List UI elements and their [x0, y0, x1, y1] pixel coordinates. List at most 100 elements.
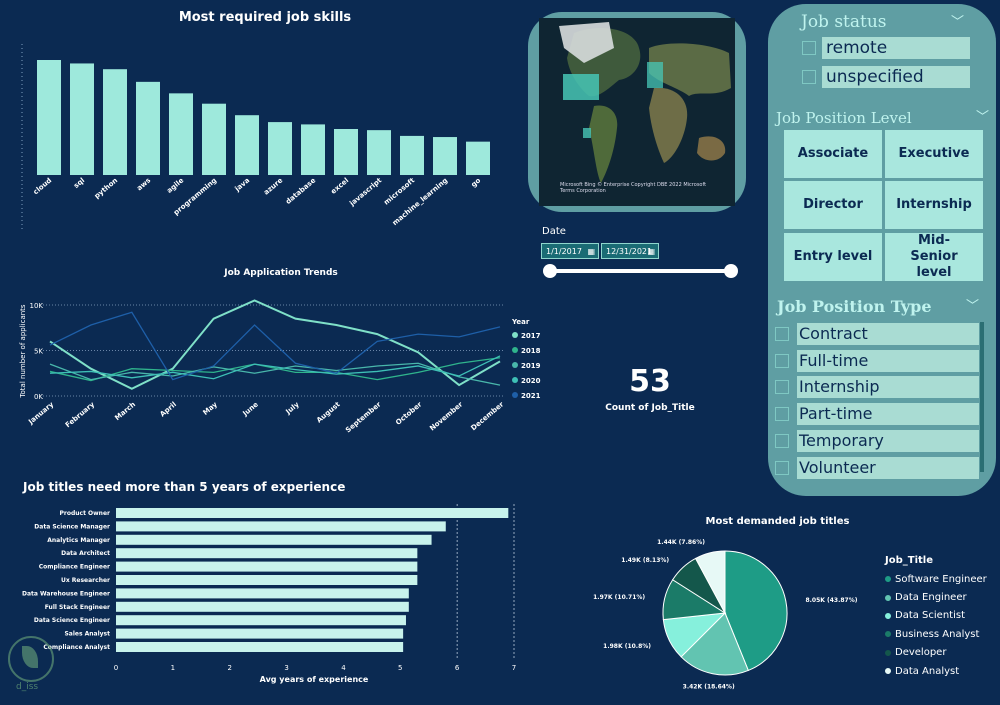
- x-tick-label: April: [159, 400, 178, 418]
- checkbox[interactable]: [775, 353, 789, 368]
- date-end-handle[interactable]: [724, 264, 738, 278]
- chevron-down-icon[interactable]: ﹀: [976, 110, 990, 125]
- date-slicer-label: Date: [542, 226, 566, 237]
- legend-marker: [885, 576, 891, 583]
- level-executive-button[interactable]: Executive: [885, 130, 983, 178]
- skills-chart-title: Most required job skills: [178, 10, 352, 25]
- legend-label: Data Scientist: [895, 610, 965, 622]
- experience-bar: [116, 521, 446, 532]
- chevron-down-icon[interactable]: ﹀: [951, 15, 965, 30]
- x-tick-label: June: [241, 400, 260, 418]
- series-line-2017: [49, 299, 501, 390]
- position-type-option[interactable]: Part-time: [775, 403, 980, 426]
- skill-bar: [466, 141, 490, 175]
- x-tick-label: 6: [455, 664, 460, 672]
- world-map-image[interactable]: [539, 18, 735, 206]
- skill-tick-label: cloud: [32, 176, 54, 196]
- date-start-value: 1/1/2017: [546, 247, 582, 256]
- skill-tick-label: python: [93, 176, 119, 200]
- skill-bar: [37, 60, 61, 175]
- calendar-icon[interactable]: ▦: [647, 247, 655, 256]
- skill-tick-label: database: [284, 176, 317, 206]
- level-internship-button[interactable]: Internship: [885, 181, 983, 229]
- legend-marker: [512, 362, 518, 368]
- experience-bar: [116, 548, 418, 559]
- legend-marker: [512, 377, 518, 383]
- calendar-icon[interactable]: ▦: [587, 247, 595, 256]
- checkbox[interactable]: [775, 380, 789, 395]
- y-tick-label: 0K: [34, 393, 43, 401]
- job-status-option-unspecified[interactable]: unspecified: [802, 66, 970, 88]
- chevron-down-icon[interactable]: ﹀: [966, 299, 980, 314]
- level-director-button[interactable]: Director: [784, 181, 882, 229]
- level-associate-button[interactable]: Associate: [784, 130, 882, 178]
- legend-label: Data Analyst: [895, 665, 960, 677]
- pie-slice: [680, 612, 749, 676]
- level-mid-senior-button[interactable]: Mid-Senior level: [885, 233, 983, 281]
- position-level-title: Job Position Level: [776, 109, 912, 127]
- legend-label: Developer: [895, 647, 947, 659]
- skill-bar: [169, 93, 193, 175]
- position-type-option[interactable]: Full-time: [775, 349, 980, 372]
- position-type-option[interactable]: Contract: [775, 323, 980, 345]
- experience-tick-label: Data Science Manager: [34, 523, 110, 530]
- option-label: Contract: [797, 323, 979, 345]
- date-start-handle[interactable]: [543, 264, 557, 278]
- experience-bar: [116, 601, 409, 612]
- x-tick-label: 4: [341, 664, 346, 672]
- kpi-value: 53: [629, 364, 671, 399]
- pie-legend-item: Data Engineer: [885, 588, 997, 606]
- pie-data-label: 1.98K (10.8%): [603, 643, 651, 650]
- option-label: Temporary: [797, 429, 979, 452]
- date-end-input[interactable]: 12/31/2021 ▦: [601, 243, 659, 259]
- leaf-icon: [22, 646, 38, 668]
- legend-marker: [885, 594, 891, 601]
- skill-tick-label: machine_learning: [391, 176, 449, 227]
- level-entry-button[interactable]: Entry level: [784, 233, 882, 281]
- legend-label: 2017: [521, 332, 541, 340]
- experience-bar: [116, 642, 404, 652]
- job-status-title: Job status: [801, 12, 887, 32]
- position-type-scrollbar[interactable]: [980, 322, 984, 472]
- checkbox[interactable]: [802, 41, 816, 55]
- position-type-option[interactable]: Volunteer: [775, 456, 980, 479]
- x-tick-label: May: [201, 400, 219, 417]
- legend-label: 2020: [521, 377, 541, 385]
- pie-legend-item: Data Scientist: [885, 607, 997, 625]
- checkbox[interactable]: [775, 327, 789, 341]
- legend-marker: [512, 392, 518, 398]
- checkbox[interactable]: [775, 407, 789, 422]
- map-visual[interactable]: Microsoft Bing © Enterprise Copyright DB…: [528, 12, 746, 212]
- position-type-option[interactable]: Temporary: [775, 429, 980, 452]
- experience-tick-label: Full Stack Engineer: [45, 604, 110, 611]
- skill-bar: [334, 129, 358, 175]
- series-line-2018: [49, 357, 501, 382]
- date-range-track[interactable]: [549, 269, 731, 273]
- experience-tick-label: Data Warehouse Engineer: [22, 590, 110, 597]
- experience-bar: [116, 575, 418, 585]
- legend-label: Business Analyst: [895, 628, 980, 640]
- job-status-option-remote[interactable]: remote: [802, 37, 970, 59]
- pie-slice: [724, 550, 788, 672]
- pie-data-label: 1.49K (8.13%): [621, 557, 669, 564]
- legend-label: Software Engineer: [895, 573, 987, 585]
- legend-title: Year: [511, 318, 530, 326]
- skill-tick-label: java: [233, 176, 252, 193]
- experience-chart: Product Owner Data Science Manager Analyti…: [22, 504, 516, 684]
- checkbox[interactable]: [775, 433, 789, 448]
- x-tick-label: September: [344, 400, 383, 433]
- position-type-option[interactable]: Internship: [775, 376, 980, 399]
- y-axis-label: Total number of applicants: [19, 304, 27, 398]
- pie-slice: [694, 550, 726, 614]
- pie-legend-item: Developer: [885, 644, 997, 662]
- skill-tick-label: agile: [165, 176, 185, 195]
- experience-tick-label: Compliance Analyst: [43, 644, 110, 651]
- experience-bar: [116, 628, 404, 639]
- skill-bar: [400, 135, 424, 175]
- pie-chart: 8.05K (43.87%) 3.42K (18.64%) 1.98K (10.8%…: [593, 539, 858, 690]
- checkbox[interactable]: [802, 70, 816, 84]
- checkbox[interactable]: [775, 460, 789, 475]
- position-type-title: Job Position Type: [777, 297, 932, 316]
- date-start-input[interactable]: 1/1/2017 ▦: [541, 243, 599, 259]
